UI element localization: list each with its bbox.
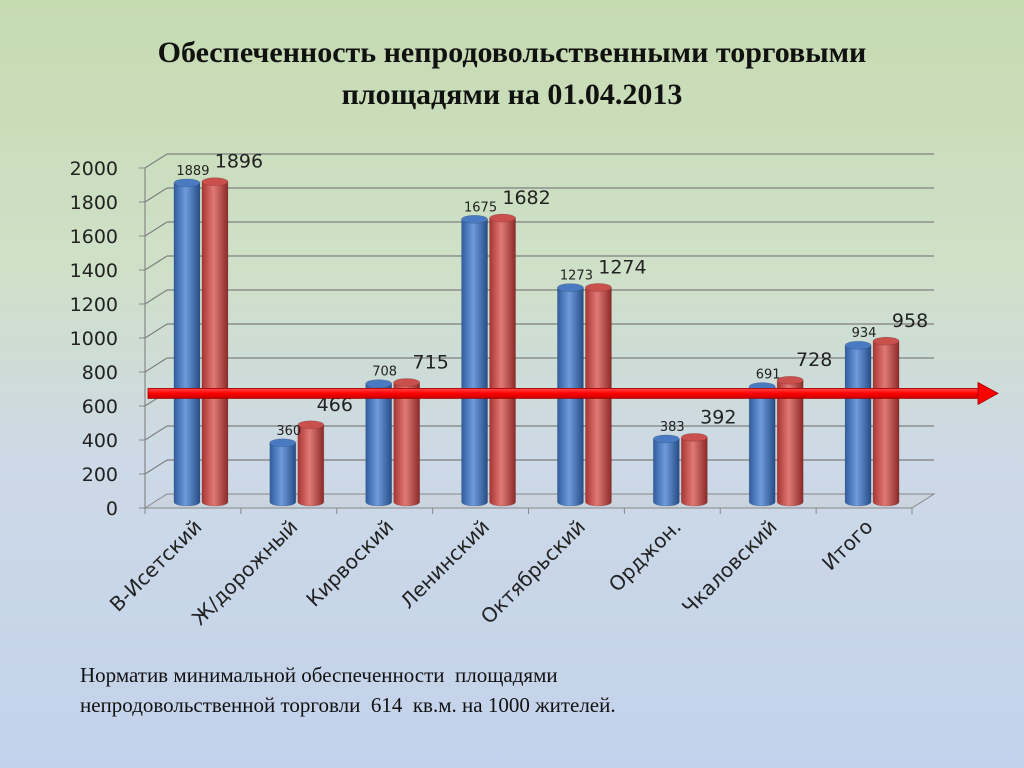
- data-labels: 1889 1896 360 466 708 715 1675 1682 1273 1274 383 3…: [176, 151, 928, 439]
- y-tick-label: 200: [82, 464, 118, 486]
- bar-top-2: [489, 213, 516, 223]
- bar-top-1: [173, 178, 201, 188]
- bar-top-1: [557, 283, 584, 292]
- y-tick-label: 1200: [70, 294, 118, 316]
- y-axis: 0 200 400 600 800 1000 1200 1400 1600 1800 2000: [70, 158, 145, 520]
- data-label-series-2: 1274: [598, 256, 646, 278]
- data-label-series-2: 715: [413, 351, 449, 373]
- x-category-label: В-Исетский: [105, 515, 207, 617]
- title-line-1: Обеспеченность непродовольственными торг…: [157, 36, 867, 69]
- bar-2: [201, 181, 229, 507]
- bar-1: [652, 438, 680, 507]
- gridline-diagonal: [144, 323, 168, 339]
- bar-2: [489, 217, 516, 507]
- y-tick-label: 1400: [70, 260, 118, 282]
- x-category-label: Орджон.: [604, 515, 686, 597]
- title-line-2: площадями на 01.04.2013: [341, 78, 683, 111]
- bar-top-2: [297, 420, 325, 430]
- norm-line-shaft: [147, 388, 981, 399]
- bar-top-1: [365, 379, 392, 388]
- bar-top-1: [269, 438, 297, 448]
- gridline-diagonal: [144, 221, 168, 237]
- y-tick-label: 800: [82, 362, 118, 384]
- data-label-series-1: 1889: [176, 164, 209, 179]
- bar-top-2: [681, 433, 708, 442]
- gridline-diagonal: [144, 153, 168, 169]
- data-label-series-2: 958: [892, 310, 928, 332]
- data-label-series-1: 383: [660, 420, 685, 435]
- bar-2: [297, 424, 325, 507]
- note-line-2: непродовольственной торговли 614 кв.м. н…: [80, 693, 616, 717]
- y-tick-label: 1800: [70, 192, 118, 214]
- y-tick-label: 1600: [70, 226, 118, 248]
- bar-1: [365, 383, 393, 507]
- norm-line: [147, 381, 999, 406]
- gridline-diagonal: [144, 357, 168, 373]
- norm-line-arrowhead: [977, 381, 999, 406]
- bar-top-2: [872, 336, 900, 346]
- y-tick-label: 2000: [70, 158, 118, 180]
- x-category-label: Кирвоский: [301, 515, 398, 612]
- bar-1: [269, 442, 297, 507]
- bar-top-2: [776, 375, 804, 385]
- data-label-series-1: 934: [852, 326, 877, 341]
- bar-2: [680, 436, 708, 507]
- gridline-diagonal: [144, 289, 168, 305]
- chart-floor: [143, 493, 936, 509]
- data-label-series-1: 1273: [560, 269, 593, 284]
- bar-1: [461, 218, 488, 507]
- bar-1: [844, 344, 872, 507]
- x-category-label: Итого: [817, 515, 878, 576]
- data-label-series-2: 728: [796, 349, 832, 371]
- bars: [173, 177, 900, 507]
- y-tick-label: 0: [106, 498, 118, 520]
- x-category-label: Ленинский: [395, 515, 494, 614]
- bar-2: [872, 340, 900, 507]
- bar-2: [776, 379, 804, 507]
- note-line-1: Норматив минимальной обеспеченности площ…: [80, 663, 558, 687]
- data-label-series-1: 691: [756, 368, 781, 383]
- y-tick-label: 1000: [70, 328, 118, 350]
- y-tick-label: 600: [82, 396, 118, 418]
- bar-top-1: [653, 434, 680, 444]
- bar-1: [748, 386, 776, 507]
- bar-top-2: [201, 177, 229, 186]
- y-tick-label: 400: [82, 430, 118, 452]
- bar-top-1: [461, 214, 488, 224]
- gridline-diagonal: [144, 459, 168, 475]
- data-label-series-1: 1675: [464, 200, 497, 215]
- data-label-series-2: 392: [700, 406, 736, 428]
- gridline-diagonal: [144, 255, 168, 271]
- data-label-series-1: 360: [276, 424, 301, 439]
- page-title: Обеспеченность непродовольственными торг…: [62, 32, 962, 116]
- data-label-series-2: 1896: [215, 151, 263, 173]
- bar-2: [393, 382, 421, 507]
- data-label-series-2: 466: [317, 394, 353, 416]
- gridline-diagonal: [144, 187, 168, 203]
- x-category-label: Чкаловский: [677, 515, 782, 620]
- data-label-series-1: 708: [372, 365, 397, 380]
- bar-1: [173, 182, 201, 507]
- bar-top-2: [393, 378, 420, 387]
- bar-top-2: [585, 283, 612, 292]
- gridline-diagonal: [144, 425, 168, 441]
- bar-top-1: [844, 340, 872, 350]
- data-label-series-2: 1682: [502, 187, 550, 209]
- norm-note: Норматив минимальной обеспеченности площ…: [80, 660, 880, 720]
